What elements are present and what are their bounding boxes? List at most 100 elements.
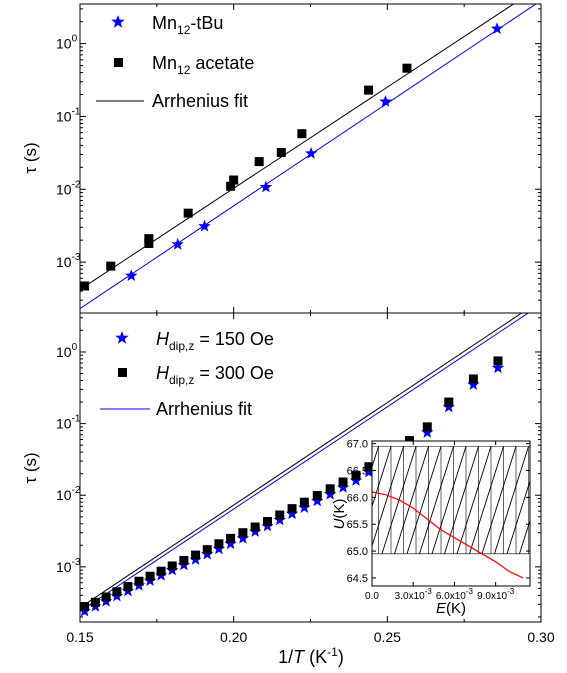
top-star-point [171, 237, 184, 250]
bottom-fit-lines [80, 313, 530, 612]
inset-hatch-line [406, 446, 442, 554]
bottom-square-point [101, 592, 111, 602]
bottom-square-point [145, 571, 155, 581]
bottom-fit-line-1 [80, 313, 530, 612]
top-y-axis-label: τ (s) [21, 142, 40, 173]
svg-text:Mn12-tBu: Mn12-tBu [152, 13, 223, 37]
bottom-square-point [351, 470, 361, 480]
top-legend-label-3: Arrhenius fit [152, 91, 248, 111]
inset-y-ticks: 67.0 66.5 66.0 65.5 65.0 64.5 [347, 439, 530, 585]
top-legend-label-1: Mn [152, 13, 177, 33]
bottom-star-point [421, 426, 434, 438]
inset-hatch-line [394, 446, 429, 554]
inset-hatch-line [506, 479, 530, 554]
inset-hatch-line [494, 446, 529, 554]
top-star-point [304, 147, 318, 159]
bottom-x-tick-label: 0.15 [66, 629, 93, 645]
bottom-square-point [262, 516, 272, 526]
bottom-x-ticks: 0.15 0.20 0.25 0.30 [66, 313, 555, 645]
inset-hatch-line [519, 519, 530, 554]
bottom-square-point [493, 356, 503, 366]
svg-text:Hdip,z = 150 Oe: Hdip,z = 150 Oe [156, 329, 274, 353]
top-square-point [254, 157, 264, 167]
x-axis-label: 1/T (K-1) [278, 645, 344, 667]
bottom-x-tick-label: 0.25 [374, 629, 401, 645]
bottom-y-ticks: 10-3 10-2 10-1 100 [56, 317, 541, 618]
bottom-square-point [134, 576, 144, 586]
top-star-point [490, 22, 504, 34]
inset-hatch-line [372, 446, 404, 548]
top-legend-entry-3: Arrhenius fit [96, 91, 248, 111]
inset-hatch-line [469, 446, 504, 554]
bottom-square-point [179, 555, 189, 565]
top-star-point [198, 219, 211, 232]
top-legend-label-2: Mn [152, 53, 177, 73]
inset-x-axis-label: E(K) [436, 600, 466, 617]
bottom-fit-line-2 [80, 313, 523, 609]
inset-hatch-line [372, 446, 379, 469]
bottom-y-axis-label: τ (s) [21, 452, 40, 483]
inset-series-line [372, 491, 524, 579]
inset-hatch-line [532, 446, 566, 553]
svg-text:Mn12 acetate: Mn12 acetate [152, 53, 254, 77]
inset-x-tick-label: 0.0 [365, 591, 379, 602]
bottom-square-point [226, 533, 236, 543]
top-x-ticks [79, 4, 542, 313]
top-legend-entry-1: Mn12-tBu [111, 13, 223, 37]
bottom-y-tick-label: 100 [56, 342, 78, 360]
bottom-y-tick-label: 10-1 [56, 414, 81, 432]
inset-y-tick-label: 66.5 [347, 466, 368, 478]
bottom-square-point [422, 422, 432, 432]
bottom-star-point [336, 481, 350, 493]
bottom-star-point [236, 531, 250, 544]
top-panel: 10-3 10-2 10-1 100 τ (s) Mn12-tBu Mn12 acet… [21, 3, 542, 314]
bottom-square-point [468, 374, 478, 384]
top-legend-entry-2: Mn12 acetate [114, 53, 254, 77]
bottom-star-point [362, 465, 376, 478]
bottom-legend-label-2: H [156, 363, 170, 383]
top-square-point [364, 85, 374, 95]
bottom-square-point [444, 397, 454, 407]
bottom-legend-entry-2: Hdip,z = 300 Oe [118, 363, 274, 387]
top-square-point [402, 63, 412, 73]
top-square-point [144, 239, 154, 249]
inset-x-tick-label: 3.0x10-3 [395, 587, 433, 602]
bottom-square-point [112, 587, 122, 597]
inset-y-tick-label: 64.5 [347, 573, 368, 585]
top-y-tick-label: 10-1 [56, 106, 81, 124]
bottom-legend-entry-3: Arrhenius fit [100, 399, 252, 419]
bottom-legend-entry-1: Hdip,z = 150 Oe [115, 329, 274, 353]
top-y-ticks: 10-3 10-2 10-1 100 [56, 8, 541, 314]
top-square-point [144, 234, 154, 244]
top-legend: Mn12-tBu Mn12 acetate Arrhenius fit [96, 13, 254, 111]
top-star-point [125, 269, 138, 281]
top-square-point [276, 147, 286, 157]
bottom-square-point [287, 504, 297, 514]
bottom-star-point [285, 507, 299, 520]
bottom-square-point [325, 484, 335, 494]
bottom-legend-star-marker [115, 331, 129, 344]
top-square-point [106, 261, 116, 271]
bottom-x-tick-label: 0.30 [527, 629, 554, 645]
bottom-square-point [364, 462, 374, 472]
svg-text:Hdip,z = 300 Oe: Hdip,z = 300 Oe [156, 363, 274, 387]
inset-frame [371, 440, 531, 587]
bottom-square-point [90, 597, 100, 607]
top-star-point [379, 95, 392, 107]
inset-y-axis-label: U(K) [331, 499, 348, 530]
inset-y-tick-label: 65.5 [347, 519, 368, 531]
bottom-square-point [299, 497, 309, 507]
bottom-y-tick-label: 10-3 [56, 557, 81, 575]
bottom-square-point [338, 477, 348, 487]
top-star-point [259, 180, 273, 193]
inset-x-tick-label: 9.0x10-3 [477, 587, 515, 602]
top-y-tick-label: 10-2 [56, 179, 81, 197]
bottom-legend: Hdip,z = 150 Oe Hdip,z = 300 Oe Arrheniu… [100, 329, 274, 419]
inset-hatch-line [481, 446, 517, 554]
bottom-square-point [312, 491, 322, 501]
bottom-x-tick-label: 0.20 [220, 629, 247, 645]
bottom-y-tick-label: 10-2 [56, 485, 81, 503]
inset: 67.0 66.5 66.0 65.5 65.0 64.5 0.0 3.0x10-3 6.0x… [331, 439, 566, 617]
bottom-star-point [349, 474, 363, 486]
inset-x-tick-label: 6.0x10-3 [436, 587, 474, 602]
